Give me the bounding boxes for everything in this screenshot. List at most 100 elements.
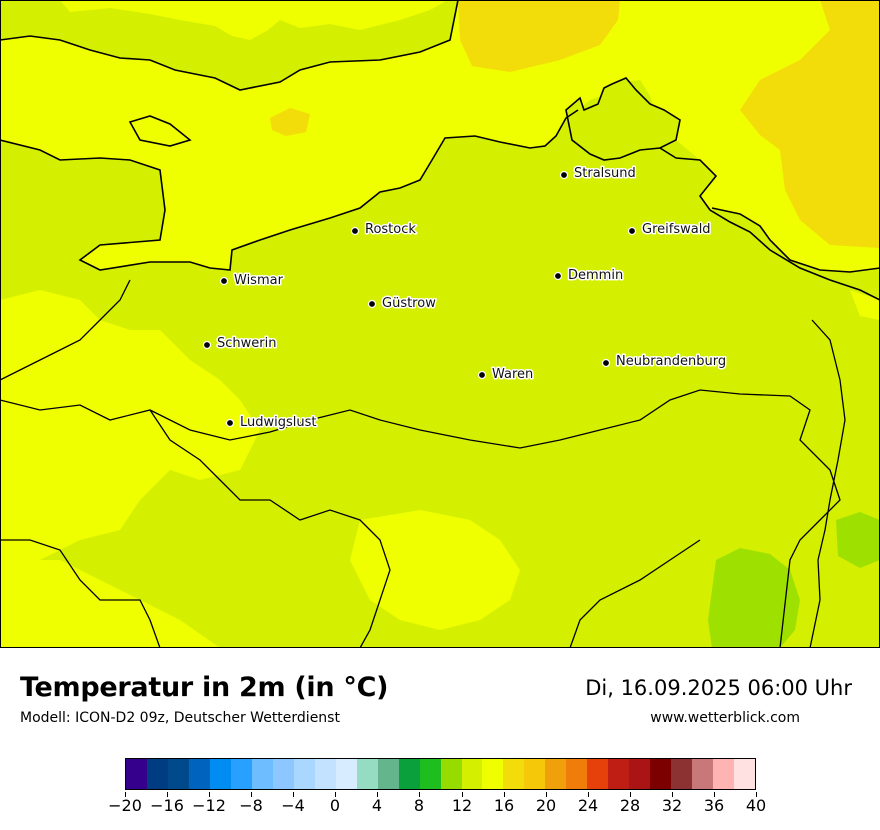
colorbar-segment	[461, 759, 483, 789]
land-ruegen	[566, 78, 680, 160]
city-ludwigslust[interactable]: Ludwigslust	[225, 414, 318, 432]
city-greifswald[interactable]: Greifswald	[627, 221, 712, 239]
city-label: Schwerin	[217, 336, 276, 351]
land-mainland	[0, 80, 880, 648]
city-schwerin[interactable]: Schwerin	[202, 335, 278, 353]
colorbar-segment	[398, 759, 420, 789]
city-waren[interactable]: Waren	[477, 366, 535, 384]
coastline-ruegen	[565, 77, 681, 161]
border-poland	[809, 319, 846, 648]
colorbar-segment	[650, 759, 672, 789]
colorbar-tick-label: 20	[535, 796, 557, 815]
colorbar-tick-mark	[335, 792, 336, 797]
colorbar-tick-label: 40	[745, 796, 767, 815]
colorbar-tick-mark	[462, 792, 463, 797]
colorbar-segment	[608, 759, 630, 789]
city-marker-icon	[553, 271, 563, 281]
colorbar-tick-label: −8	[239, 796, 263, 815]
city-marker-icon	[627, 226, 637, 236]
colorbar-segment	[377, 759, 399, 789]
colorbar-tick-mark	[125, 792, 126, 797]
website-link[interactable]: www.wetterblick.com	[650, 710, 800, 726]
colorbar-tick-mark	[630, 792, 631, 797]
map-title: Temperatur in 2m (in °C)	[20, 672, 389, 703]
colorbar-tick-mark	[377, 792, 378, 797]
colorbar-segment	[314, 759, 336, 789]
city-label: Waren	[492, 367, 533, 382]
city-label: Greifswald	[642, 222, 711, 237]
land-warm-east	[850, 290, 880, 320]
model-source: Modell: ICON-D2 09z, Deutscher Wetterdie…	[20, 710, 340, 726]
colorbar-tick-label: 12	[451, 796, 473, 815]
colorbar-segment	[126, 759, 147, 789]
colorbar-segment	[713, 759, 735, 789]
city-label: Rostock	[365, 222, 416, 237]
colorbar-segment	[272, 759, 294, 789]
coastline-usedom	[711, 207, 880, 273]
city-neubrandenburg[interactable]: Neubrandenburg	[601, 353, 728, 371]
city-marker-icon	[219, 276, 229, 286]
map-footer: Temperatur in 2m (in °C) Modell: ICON-D2…	[0, 648, 880, 830]
colorbar-tick-mark	[756, 792, 757, 797]
city-rostock[interactable]: Rostock	[350, 221, 418, 239]
city-label: Neubrandenburg	[616, 354, 726, 369]
city-label: Stralsund	[574, 166, 636, 181]
colorbar-segment	[146, 759, 168, 789]
colorbar-segment	[566, 759, 588, 789]
land-warm-south	[350, 510, 520, 630]
colorbar-segment	[671, 759, 693, 789]
colorbar-segment	[209, 759, 231, 789]
coastline-east	[659, 147, 880, 301]
colorbar-segment	[293, 759, 315, 789]
city-demmin[interactable]: Demmin	[553, 267, 625, 285]
city-marker-icon	[559, 170, 569, 180]
border-southeast-lower	[569, 539, 701, 648]
warm-patch-north	[458, 0, 620, 72]
colorbar-tick-label: 8	[413, 796, 425, 815]
city-marker-icon	[202, 340, 212, 350]
warm-patch-northeast	[640, 0, 880, 248]
colorbar-segment	[629, 759, 651, 789]
colorbar-segment	[188, 759, 210, 789]
land-warm-southwest	[0, 560, 220, 648]
temperature-colorbar	[125, 758, 756, 790]
land-north-west	[0, 0, 458, 90]
colorbar-tick-mark	[251, 792, 252, 797]
colorbar-segment	[251, 759, 273, 789]
map-canvas: Stralsund Rostock Greifswald Wismar Demm…	[0, 0, 880, 648]
colorbar-tick-label: 24	[577, 796, 599, 815]
colorbar-segment	[545, 759, 567, 789]
colorbar-tick-label: −4	[281, 796, 305, 815]
colorbar-segment	[356, 759, 378, 789]
colorbar-segment	[587, 759, 609, 789]
colorbar-tick-mark	[546, 792, 547, 797]
colorbar-tick-mark	[588, 792, 589, 797]
colorbar-tick-mark	[672, 792, 673, 797]
land-warm-west	[0, 290, 260, 560]
land-usedom	[712, 208, 880, 300]
city-label: Ludwigslust	[240, 415, 317, 430]
city-marker-icon	[350, 226, 360, 236]
forecast-datetime: Di, 16.09.2025 06:00 Uhr	[585, 676, 852, 700]
colorbar-tick-mark	[504, 792, 505, 797]
border-west	[0, 279, 131, 381]
colorbar-tick-mark	[714, 792, 715, 797]
colorbar-ticks: −20 −16 −12 −8 −4 0 4 8 12 16 20 24 28 32 36 40	[108, 792, 766, 822]
city-marker-icon	[225, 418, 235, 428]
colorbar-tick-label: 28	[619, 796, 641, 815]
colorbar-tick-label: −16	[150, 796, 184, 815]
colorbar-segment	[335, 759, 357, 789]
city-marker-icon	[601, 358, 611, 368]
colorbar-tick-mark	[293, 792, 294, 797]
city-guestrow[interactable]: Güstrow	[367, 295, 438, 313]
city-stralsund[interactable]: Stralsund	[559, 165, 637, 183]
city-wismar[interactable]: Wismar	[219, 272, 285, 290]
colorbar-segment	[419, 759, 441, 789]
temperature-map[interactable]: Stralsund Rostock Greifswald Wismar Demm…	[0, 0, 880, 648]
city-label: Güstrow	[382, 296, 436, 311]
colorbar-tick-mark	[167, 792, 168, 797]
colorbar-tick-label: 0	[329, 796, 341, 815]
cool-patch-southeast	[708, 548, 800, 648]
colorbar-segment	[230, 759, 252, 789]
colorbar-tick-mark	[209, 792, 210, 797]
